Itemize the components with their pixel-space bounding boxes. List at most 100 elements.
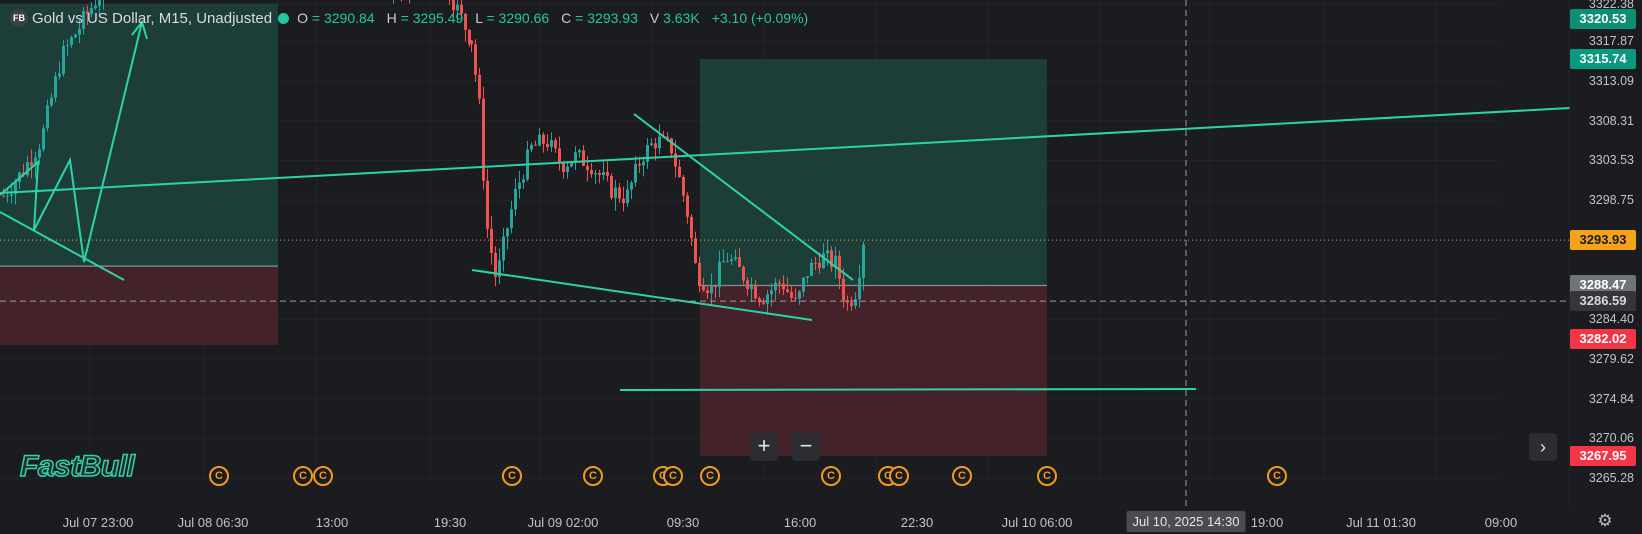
candle [82, 11, 85, 29]
economic-event-icon[interactable]: C [821, 466, 841, 486]
candle [70, 37, 73, 45]
price-tick-label: 3284.40 [1588, 312, 1634, 327]
candle [606, 172, 609, 176]
symbol-title[interactable]: Gold vs US Dollar, M15, Unadjusted [32, 9, 273, 27]
candle [50, 97, 53, 106]
candle [486, 180, 489, 229]
price-chart[interactable] [0, 0, 1570, 508]
economic-event-icon[interactable]: C [700, 466, 720, 486]
candle [518, 182, 521, 189]
candle [758, 298, 761, 303]
candle [734, 257, 737, 260]
market-status-icon [278, 12, 290, 24]
price-tick-label: 3298.75 [1588, 193, 1634, 208]
candle [794, 297, 797, 299]
candle [542, 134, 545, 144]
economic-event-icon[interactable]: C [952, 466, 972, 486]
price-axis[interactable]: 3322.38 3317.87 3313.09 3308.31 3303.53 3298.… [1570, 0, 1642, 508]
candle [706, 290, 709, 294]
candle [590, 170, 593, 175]
candle [62, 45, 65, 74]
zoom-in-button[interactable]: + [750, 433, 778, 461]
candle [474, 44, 477, 75]
economic-event-icon[interactable]: C [663, 466, 683, 486]
candle [478, 74, 481, 99]
price-tag-current: 3293.93 [1570, 230, 1636, 251]
candle [558, 148, 561, 164]
candle [554, 140, 557, 149]
candle [798, 291, 801, 299]
candle [810, 262, 813, 276]
symbol-badge[interactable]: FB [10, 9, 28, 27]
crosshair-time-tag: Jul 10, 2025 14:30 [1126, 511, 1246, 532]
candle [510, 209, 513, 229]
candle [546, 143, 549, 147]
candle [482, 98, 485, 181]
candle [494, 252, 497, 277]
economic-event-icon[interactable]: C [1267, 466, 1287, 486]
candle [714, 285, 717, 288]
candle [614, 187, 617, 199]
candle [694, 238, 697, 263]
price-tick-label: 3322.38 [1588, 0, 1634, 11]
economic-event-icon[interactable]: C [313, 466, 333, 486]
candle [86, 11, 89, 14]
economic-event-icon[interactable]: C [209, 466, 229, 486]
candle [746, 280, 749, 290]
candle [702, 286, 705, 291]
candle [452, 0, 455, 11]
candle [610, 175, 613, 199]
candle [782, 283, 785, 290]
scroll-right-button[interactable]: › [1529, 433, 1557, 461]
candle [468, 29, 471, 45]
zoom-out-button[interactable]: − [792, 433, 820, 461]
candle [74, 34, 77, 38]
candle [502, 236, 505, 261]
candle [846, 300, 849, 303]
settings-gear-icon[interactable]: ⚙ [1597, 511, 1613, 530]
candle [786, 289, 789, 292]
low-value: L = 3290.66 [475, 10, 550, 26]
economic-event-icon[interactable]: C [583, 466, 603, 486]
candle [722, 261, 725, 263]
candle [94, 5, 97, 9]
candle [726, 261, 729, 263]
candle [2, 195, 5, 197]
price-tick-label: 3317.87 [1588, 34, 1634, 49]
time-tick-label: Jul 07 23:00 [62, 515, 134, 530]
price-tick-label: 3303.53 [1588, 153, 1634, 168]
candle [802, 277, 805, 292]
candle [566, 166, 569, 173]
channel-upper-line [633, 113, 854, 281]
economic-event-icon[interactable]: C [502, 466, 522, 486]
economic-event-icon[interactable]: C [293, 466, 313, 486]
high-value: H = 3295.49 [386, 10, 464, 26]
economic-event-icon[interactable]: C [889, 466, 909, 486]
candle [646, 145, 649, 162]
position-1-profit-zone [0, 3, 278, 267]
horizontal-support-line [619, 388, 1197, 391]
economic-event-icon[interactable]: C [1037, 466, 1057, 486]
candle [538, 134, 541, 146]
chart-legend: FB Gold vs US Dollar, M15, Unadjusted O … [10, 8, 820, 28]
candle [698, 262, 701, 287]
price-tick-label: 3313.09 [1588, 74, 1634, 89]
candle [750, 284, 753, 290]
trendline-long [0, 107, 1570, 194]
price-tag-sl-level: 3282.02 [1570, 329, 1636, 350]
price-tag-entry: 3288.47 [1570, 275, 1636, 296]
time-tick-label: Jul 11 01:30 [1346, 515, 1416, 530]
candle [822, 253, 825, 269]
time-axis[interactable]: Jul 07 23:00 Jul 08 06:30 13:00 19:30 Jul 09… [0, 508, 1570, 534]
candle [514, 188, 517, 210]
candle [30, 162, 33, 166]
price-tick-label: 3265.28 [1588, 471, 1634, 485]
candle [690, 216, 693, 239]
time-tick-label: 19:00 [1250, 515, 1284, 530]
candle [674, 153, 677, 167]
candle [838, 255, 841, 279]
price-tick-label: 3270.06 [1588, 431, 1634, 446]
time-tick-label: 19:30 [433, 515, 467, 530]
candle [530, 144, 533, 150]
candle [594, 172, 597, 175]
